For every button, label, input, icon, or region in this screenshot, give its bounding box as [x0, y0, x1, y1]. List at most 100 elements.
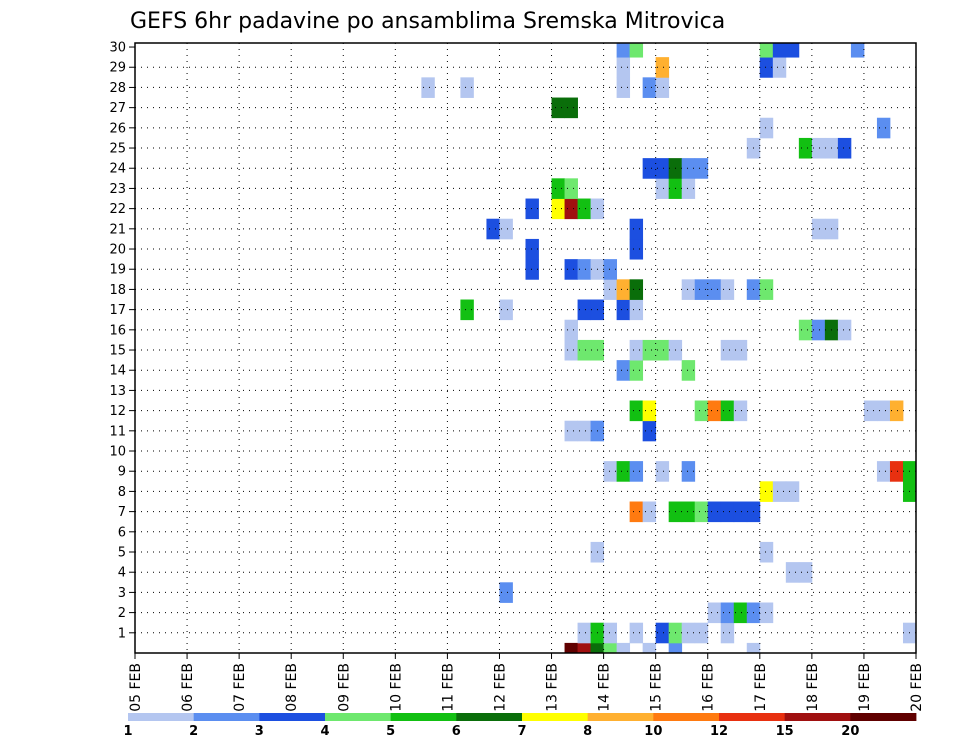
heatmap-cell: [863, 400, 878, 422]
heatmap-cell: [759, 541, 774, 563]
y-tick-label: 26: [109, 121, 126, 136]
heatmap-cell: [746, 642, 761, 654]
x-tick-label: 18 FEB: [805, 663, 821, 712]
colorbar-swatch: [390, 713, 457, 721]
heatmap-cell: [772, 57, 787, 78]
heatmap-cells: [421, 43, 917, 654]
x-tick-label: 06 FEB: [180, 663, 196, 712]
colorbar-swatch: [128, 713, 195, 721]
heatmap-cell: [720, 400, 735, 422]
heatmap-cell: [564, 319, 578, 341]
heatmap-cell: [499, 218, 513, 240]
heatmap-cell: [707, 501, 722, 523]
heatmap-cell: [499, 299, 513, 321]
y-tick-label: 7: [118, 505, 126, 520]
heatmap-cell: [616, 77, 631, 98]
heatmap-cell: [720, 602, 735, 624]
heatmap-cell: [629, 461, 644, 482]
heatmap-cell: [694, 279, 709, 300]
y-tick-label: 18: [109, 283, 126, 298]
y-tick-label: 2: [118, 606, 126, 621]
heatmap-cell: [577, 622, 591, 644]
heatmap-cell: [655, 178, 670, 199]
heatmap-cell: [759, 117, 774, 139]
heatmap-cell: [616, 642, 631, 654]
heatmap-cell: [707, 400, 722, 422]
heatmap-cell: [655, 461, 670, 482]
heatmap-cell: [811, 319, 826, 341]
heatmap-cell: [629, 299, 644, 321]
y-tick-label: 1: [118, 626, 126, 641]
colorbar-swatch: [456, 713, 523, 721]
heatmap-cell: [681, 279, 696, 300]
colorbar-swatch: [522, 713, 589, 721]
heatmap-cell: [720, 622, 735, 644]
heatmap-cell: [629, 622, 644, 644]
y-tick-label: 30: [109, 41, 126, 56]
heatmap-cell: [655, 339, 670, 361]
heatmap-cell: [850, 43, 865, 58]
x-tick-label: 15 FEB: [649, 663, 665, 712]
heatmap-cell: [720, 279, 735, 300]
y-tick-label: 28: [109, 81, 126, 96]
heatmap-cell: [772, 481, 787, 502]
y-tick-label: 15: [109, 344, 126, 359]
colorbar-label: 2: [189, 724, 198, 739]
heatmap-cell: [837, 319, 852, 341]
x-tick-label: 13 FEB: [545, 663, 561, 712]
heatmap-cell: [694, 622, 709, 644]
y-tick-label: 4: [118, 566, 126, 581]
heatmap-cell: [785, 481, 800, 502]
heatmap-cell: [616, 360, 631, 381]
heatmap-cell: [655, 158, 670, 179]
heatmap-cell: [681, 158, 696, 179]
y-tick-label: 6: [118, 525, 126, 540]
y-tick-label: 24: [109, 162, 126, 177]
heatmap-cell: [733, 400, 748, 422]
heatmap-cell: [681, 501, 696, 523]
heatmap-cell: [577, 198, 591, 220]
y-tick-label: 8: [118, 485, 126, 500]
heatmap-cell: [629, 218, 644, 240]
x-tick-label: 09 FEB: [336, 663, 352, 712]
heatmap-cell: [811, 218, 826, 240]
heatmap-cell: [577, 299, 591, 321]
y-tick-label: 11: [109, 424, 126, 439]
heatmap-cell: [603, 259, 618, 280]
colorbar-swatch: [653, 713, 720, 721]
heatmap-cell: [642, 77, 657, 98]
colorbar-label: 12: [710, 724, 728, 739]
heatmap-cell: [798, 562, 813, 583]
colorbar-label: 6: [452, 724, 461, 739]
heatmap-cell: [564, 642, 578, 654]
heatmap-cell: [642, 339, 657, 361]
heatmap-cell: [642, 400, 657, 422]
heatmap-cell: [785, 562, 800, 583]
heatmap-cell: [577, 259, 591, 280]
heatmap-cell: [798, 137, 813, 159]
heatmap-cell: [837, 137, 852, 159]
heatmap-cell: [486, 218, 500, 240]
heatmap-cell: [460, 299, 474, 321]
colorbar-label: 4: [320, 724, 329, 739]
heatmap-cell: [564, 339, 578, 361]
y-tick-label: 29: [109, 61, 126, 76]
heatmap-cell: [655, 77, 670, 98]
heatmap-cell: [759, 602, 774, 624]
heatmap-cell: [629, 360, 644, 381]
heatmap-cell: [759, 43, 774, 58]
colorbar-swatch: [587, 713, 654, 721]
heatmap-cell: [603, 642, 618, 654]
heatmap-cell: [525, 259, 539, 280]
heatmap-cell: [681, 360, 696, 381]
heatmap-cell: [616, 279, 631, 300]
colorbar-swatch: [784, 713, 851, 721]
heatmap-cell: [642, 420, 657, 442]
heatmap-cell: [759, 57, 774, 78]
chart-title: GEFS 6hr padavine po ansamblima Sremska …: [130, 9, 725, 34]
heatmap-cell: [525, 198, 539, 220]
y-tick-label: 22: [109, 202, 126, 217]
heatmap-cell: [564, 178, 578, 199]
y-tick-label: 3: [118, 586, 126, 601]
